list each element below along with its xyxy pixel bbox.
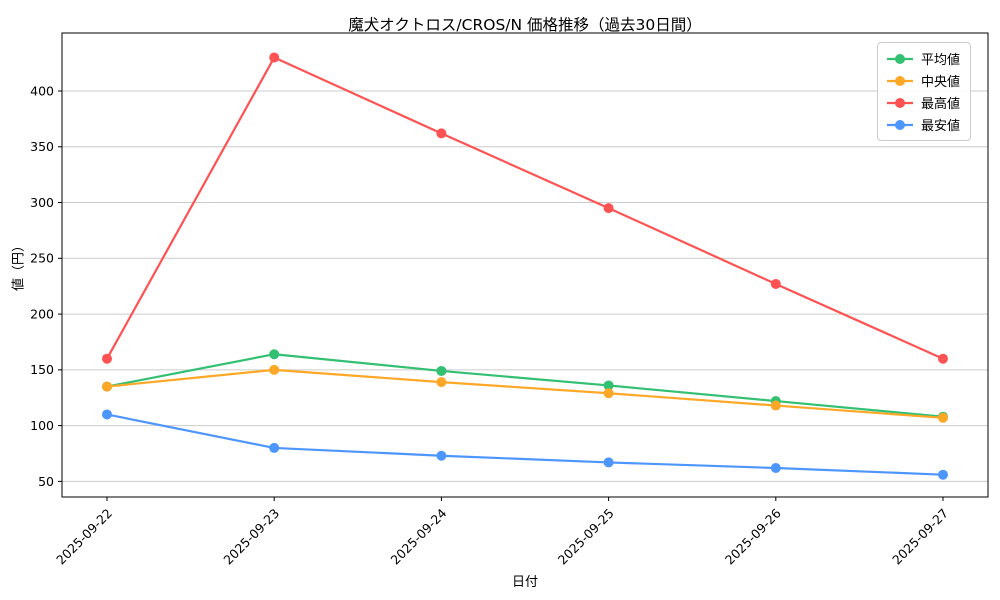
legend-label: 最高値	[921, 97, 961, 112]
x-tick-label: 2025-09-26	[722, 505, 784, 567]
legend-item: 最安値	[886, 115, 960, 134]
data-point-平均値	[603, 380, 614, 391]
x-tick-label: 2025-09-27	[889, 506, 951, 568]
legend-item: 最高値	[886, 93, 960, 112]
x-tick-label: 2025-09-25	[555, 506, 617, 568]
data-point-最安値	[938, 469, 948, 480]
data-point-中央値	[770, 400, 781, 411]
y-tick-label: 400	[30, 83, 54, 98]
series-line-最高値	[105, 56, 945, 360]
x-tick-label: 2025-09-24	[388, 505, 450, 567]
data-point-最安値	[770, 463, 781, 473]
data-point-平均値	[436, 365, 447, 376]
y-tick-label: 250	[30, 251, 54, 266]
legend-marker-icon	[887, 97, 913, 108]
data-point-最安値	[603, 457, 614, 468]
data-point-最安値	[436, 450, 447, 461]
data-point-最高値	[269, 52, 280, 63]
series-line-中央値	[105, 368, 945, 419]
y-tick-label: 200	[30, 306, 54, 321]
data-point-最高値	[102, 353, 112, 364]
legend-dot	[895, 75, 905, 86]
y-tick-label: 300	[30, 195, 54, 210]
legend-item: 平均値	[886, 49, 960, 68]
legend-marker-icon	[887, 53, 913, 64]
data-point-最高値	[603, 203, 614, 214]
x-tick-label: 2025-09-22	[53, 506, 115, 568]
y-tick-label: 150	[30, 362, 54, 377]
series-line-平均値	[105, 353, 945, 418]
series-line-最安値	[105, 413, 945, 476]
legend-dot	[895, 119, 905, 130]
y-axis-label: 値（円）	[11, 238, 27, 292]
x-tick-label: 2025-09-23	[220, 506, 282, 568]
legend-label: 中央値	[921, 75, 961, 90]
y-tick-label: 100	[30, 418, 54, 433]
data-point-最高値	[938, 353, 948, 364]
data-point-中央値	[436, 377, 447, 388]
legend-dot	[895, 97, 905, 108]
legend-label: 平均値	[921, 53, 961, 68]
data-point-最高値	[770, 278, 781, 289]
y-tick-label: 50	[38, 474, 54, 489]
legend-marker-icon	[887, 75, 913, 86]
data-point-中央値	[938, 412, 948, 423]
data-point-中央値	[269, 364, 280, 375]
y-tick-label: 350	[30, 139, 54, 154]
plot-border	[61, 32, 989, 498]
legend-label: 最安値	[921, 119, 961, 134]
legend-marker-icon	[887, 119, 913, 130]
data-point-最安値	[269, 442, 280, 453]
legend-dot	[895, 53, 905, 64]
data-point-中央値	[603, 388, 614, 399]
legend-box: 平均値中央値最高値最安値	[877, 42, 972, 141]
x-axis-label: 日付	[511, 575, 539, 590]
data-point-中央値	[102, 381, 112, 392]
data-point-最安値	[102, 409, 112, 420]
legend-item: 中央値	[886, 71, 960, 90]
chart-title: 魔犬オクトロス/CROS/N 価格推移（過去30日間）	[348, 16, 702, 34]
data-point-平均値	[269, 349, 280, 360]
data-point-最高値	[436, 128, 447, 139]
